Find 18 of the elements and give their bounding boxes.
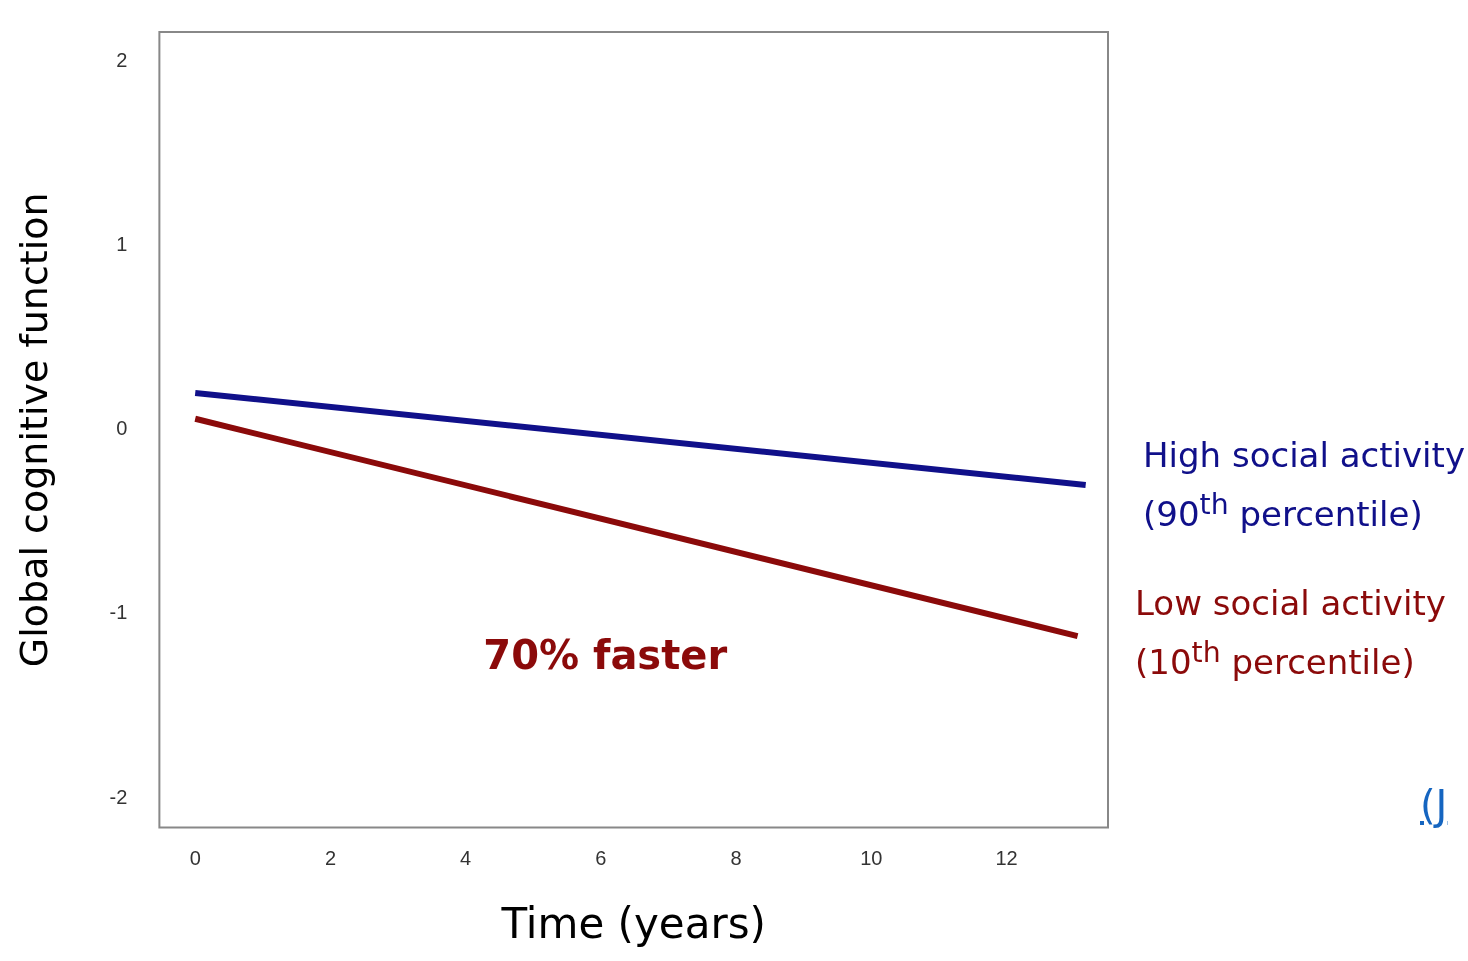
x-tick-label: 6 — [595, 847, 607, 870]
x-tick-label: 4 — [460, 847, 472, 870]
x-tick-label: 10 — [860, 847, 883, 870]
y-tick-label: 2 — [116, 48, 128, 71]
x-axis-title: Time (years) — [500, 898, 766, 948]
y-tick-label: -2 — [109, 785, 128, 808]
y-tick-label: -1 — [109, 601, 128, 624]
y-axis-title: Global cognitive function — [11, 192, 56, 668]
x-tick-label: 0 — [189, 847, 201, 870]
series-label: Low social activity (10$^{th}$ percentile) — [1135, 582, 1447, 685]
annotation: 70% faster — [483, 631, 728, 678]
text: (J — [1420, 781, 1448, 830]
x-tick-label: 8 — [730, 847, 742, 870]
series-label: High social activity (90$^{th}$ percentile) — [1143, 434, 1467, 537]
y-tick-label: 0 — [116, 417, 128, 440]
x-tick-label: 2 — [324, 847, 337, 870]
x-tick-label: 12 — [995, 847, 1018, 870]
y-tick-label: 1 — [116, 233, 128, 256]
